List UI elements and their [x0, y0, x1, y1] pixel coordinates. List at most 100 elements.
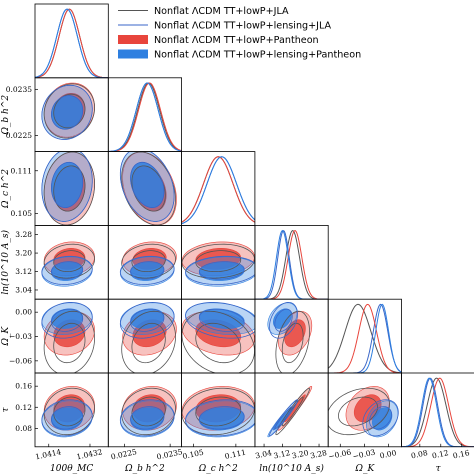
legend-swatch-2: [118, 35, 148, 44]
y-tick-label: 3.12: [15, 267, 32, 276]
panel-4-2: [181, 298, 256, 374]
y-tick-label: −0.03: [9, 332, 32, 341]
contour-95-series-0: [328, 387, 390, 436]
marginal-curve-2: [401, 377, 474, 447]
panel-5-2: 0.105 0.111 Ω_c h^2: [181, 372, 256, 474]
x-tick-label: 1.0432: [76, 447, 104, 461]
contour-95-series-0: [43, 151, 96, 226]
marginal-curve-2: [108, 82, 182, 152]
y-tick-label: 0.111: [11, 166, 32, 175]
contour-95-series-1: [119, 301, 175, 339]
contour-68-series-0: [53, 250, 86, 273]
contour-68-series-0: [281, 322, 304, 364]
marginal-curve-0: [328, 303, 402, 374]
contour-68-series-1: [51, 95, 84, 130]
y-tick-label: 3.28: [15, 230, 32, 239]
contour-68-series-0: [131, 250, 166, 273]
contour-95-series-1: [41, 84, 93, 140]
contour-68-series-0: [338, 396, 378, 427]
x-tick-label: 3.12: [273, 448, 291, 460]
contour-68-series-0: [131, 396, 166, 427]
panel-4-0: −0.06 −0.03 0.00 Ω_K: [1, 298, 109, 374]
x-tick-label: −0.06: [328, 448, 353, 462]
x-tick-label: 0.0235: [156, 447, 184, 461]
contour-95-series-1: [119, 151, 175, 222]
x-tick-label: 0.105: [182, 448, 205, 461]
y-tick-label: 3.04: [15, 285, 32, 294]
x-tick-label: 0.12: [431, 448, 449, 460]
panel-3-2: [181, 224, 256, 300]
contour-68-series-0: [53, 396, 86, 427]
marginal-curve-1: [181, 156, 255, 225]
x-tick-label: 0.00: [379, 448, 397, 460]
contour-95-series-1: [41, 151, 93, 222]
contour-95-series-0: [43, 83, 96, 139]
contour-68-series-1: [274, 308, 293, 332]
marginal-curve-0: [181, 156, 255, 223]
panel-frame: [401, 372, 474, 448]
contour-95-series-1: [185, 399, 255, 437]
contour-68-series-0: [53, 322, 86, 364]
contour-68-series-1: [50, 308, 84, 332]
panel-5-4: −0.06 −0.03 0.00Ω_K: [328, 372, 402, 474]
y-tick-label: 0.12: [15, 403, 32, 412]
x-tick-label: 0.0225: [110, 447, 138, 461]
panel-frame: [327, 298, 402, 374]
legend-label-3: Nonflat ΛCDM TT+lowP+lensing+Pantheon: [154, 50, 361, 61]
panel-1-1: [107, 77, 183, 153]
marginal-curve-1: [35, 8, 109, 78]
x-tick-label: 0.16: [452, 448, 470, 460]
marginal-curve-3: [401, 377, 474, 447]
contour-68-series-1: [369, 406, 392, 430]
y-tick-label: 0.00: [15, 308, 32, 317]
contour-68-series-0: [131, 322, 166, 364]
contour-68-series-3: [198, 407, 245, 431]
panel-4-1: [107, 298, 183, 374]
contour-68-series-1: [130, 406, 165, 430]
contour-95-series-1: [119, 255, 175, 285]
contour-95-series-1: [41, 302, 93, 339]
x-axis-label: Ω_c h^2: [198, 464, 238, 474]
panel-4-3: [254, 298, 329, 374]
marginal-curve-3: [108, 82, 182, 152]
contour-68-series-1: [198, 308, 245, 332]
marginal-curve-3: [35, 8, 109, 78]
contour-68-series-2: [284, 319, 306, 348]
contour-95-series-1: [185, 255, 255, 285]
marginal-curve-2: [328, 303, 402, 374]
contour-68-series-0: [195, 250, 242, 273]
x-axis-label: Ω_b h^2: [124, 464, 165, 474]
contour-95-series-0: [43, 243, 96, 279]
panel-5-0: 1.0414 1.0432 100θ_MC 0.08 0.12 0.16 τ: [1, 372, 109, 474]
contour-95-series-1: [41, 255, 93, 285]
panel-3-3: [254, 224, 329, 300]
contour-68-series-1: [198, 261, 245, 280]
y-tick-label: 0.16: [15, 382, 32, 391]
contour-68-series-1: [130, 308, 165, 332]
y-tick-label: −0.06: [9, 356, 32, 365]
marginal-curve-2: [35, 8, 109, 78]
panel-5-1: 0.0225 0.0235 Ω_b h^2: [107, 372, 184, 474]
contour-95-series-0: [275, 387, 310, 436]
legend-label-0: Nonflat ΛCDM TT+lowP+JLA: [154, 6, 289, 17]
legend-swatch-3: [118, 49, 148, 59]
x-tick-label: 0.08: [410, 448, 428, 460]
x-tick-label: 3.04: [254, 448, 272, 460]
contour-68-series-0: [53, 165, 86, 212]
x-axis-label: ln(10^10 A_s): [259, 463, 324, 474]
contour-68-series-1: [51, 161, 84, 208]
contour-68-series-1: [51, 261, 84, 280]
contour-68-series-0: [131, 165, 166, 212]
marginal-curve-2: [181, 156, 255, 223]
y-axis-label: Ω_b h^2: [1, 95, 11, 136]
legend-label-2: Nonflat ΛCDM TT+lowP+Pantheon: [154, 35, 319, 46]
marginal-curve-2: [254, 230, 329, 300]
y-axis-label: Ω_K: [1, 325, 11, 346]
contour-95-series-0: [275, 310, 310, 374]
contour-95-series-1: [41, 399, 93, 437]
contour-95-series-1: [119, 399, 175, 437]
y-axis-label: ln(10^10 A_s): [0, 230, 11, 295]
panel-2-2: [181, 151, 256, 226]
